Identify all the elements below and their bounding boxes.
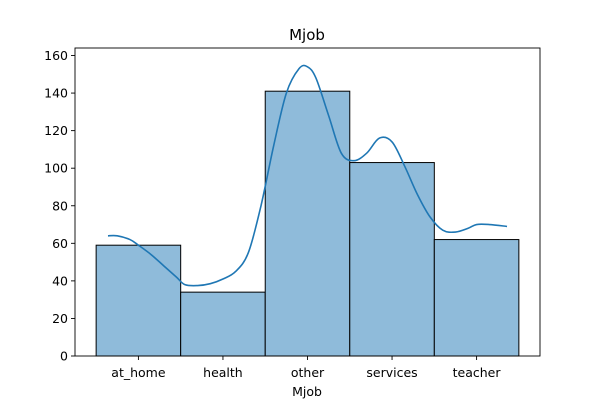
bar-other bbox=[264, 90, 351, 357]
bar-services bbox=[349, 162, 435, 357]
x-tick-label: health bbox=[203, 365, 243, 380]
y-tick-label: 80 bbox=[52, 198, 68, 213]
kde-line bbox=[107, 64, 508, 287]
y-tick-label: 0 bbox=[60, 349, 68, 364]
y-tick-label: 100 bbox=[44, 161, 68, 176]
x-tick-label: at_home bbox=[111, 365, 166, 380]
y-tick-label: 140 bbox=[44, 86, 68, 101]
bars-layer bbox=[95, 90, 520, 357]
bar-teacher bbox=[433, 239, 520, 357]
x-axis-label: Mjob bbox=[292, 384, 322, 399]
chart-title: Mjob bbox=[289, 26, 325, 44]
ticks-layer: 0 20 40 60 80 100 120 140 160 at_home health other s… bbox=[44, 48, 501, 380]
y-tick-label: 40 bbox=[52, 273, 68, 288]
kde-layer bbox=[107, 64, 508, 287]
x-tick-label: other bbox=[291, 365, 325, 380]
y-tick-label: 160 bbox=[44, 48, 68, 63]
bar-health bbox=[180, 291, 266, 357]
x-tick-label: teacher bbox=[453, 365, 502, 380]
y-tick-label: 60 bbox=[52, 236, 68, 251]
bar-at_home bbox=[95, 244, 182, 357]
y-tick-label: 120 bbox=[44, 123, 68, 138]
y-tick-label: 20 bbox=[52, 311, 68, 326]
x-tick-label: services bbox=[366, 365, 417, 380]
